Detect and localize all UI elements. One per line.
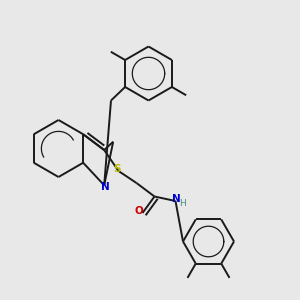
Text: S: S — [113, 164, 121, 174]
Text: H: H — [180, 199, 186, 208]
Text: N: N — [101, 182, 110, 192]
Text: O: O — [134, 206, 143, 217]
Text: N: N — [172, 194, 181, 204]
